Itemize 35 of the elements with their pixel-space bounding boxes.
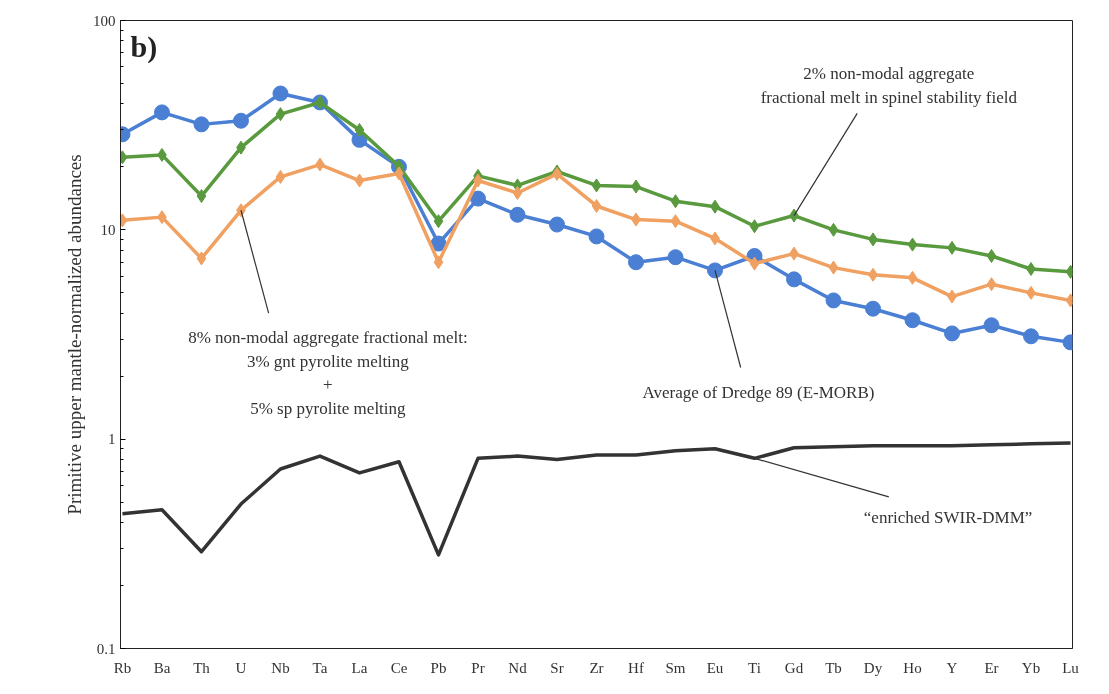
x-tick-label: Sm: [665, 659, 686, 676]
x-tick-label: Tb: [825, 659, 842, 676]
x-tick-label: Th: [193, 659, 211, 676]
x-tick-label: Zr: [589, 659, 604, 676]
x-tick-label: Sr: [550, 659, 564, 676]
y-axis-title: Primitive upper mantle-normalized abundances: [64, 154, 85, 515]
x-tick-label: Nb: [271, 659, 290, 676]
x-tick-label: Rb: [113, 659, 132, 676]
x-tick-label: Lu: [1062, 659, 1080, 676]
y-tick-label: 1: [108, 431, 116, 448]
x-tick-label: Er: [984, 659, 999, 676]
x-tick-label: Ta: [312, 659, 328, 676]
chart-title: b): [130, 29, 158, 64]
x-tick-label: Ce: [390, 659, 408, 676]
annotation: “enriched SWIR-DMM”: [863, 507, 1033, 527]
x-tick-label: Ba: [153, 659, 171, 676]
y-tick-label: 100: [93, 12, 116, 29]
annotation: Average of Dredge 89 (E-MORB): [642, 383, 875, 403]
x-tick-label: Nd: [508, 659, 528, 676]
x-tick-label: Ti: [748, 659, 761, 676]
x-tick-label: Gd: [784, 659, 804, 676]
annotation: 8% non-modal aggregate fractional melt: 3% gnt pyrolite melting + 5% sp pyrolite melting: [188, 327, 468, 419]
x-tick-label: Eu: [706, 659, 724, 676]
x-tick-label: Y: [946, 659, 958, 676]
x-tick-label: Dy: [863, 659, 883, 676]
x-tick-label: Yb: [1021, 659, 1041, 676]
y-tick-label: 0.1: [96, 640, 116, 657]
x-tick-label: Ho: [903, 659, 922, 676]
x-tick-label: Hf: [628, 659, 644, 676]
x-tick-label: Pr: [471, 659, 485, 676]
x-tick-label: Pb: [430, 659, 447, 676]
y-tick-label: 10: [100, 221, 116, 238]
x-tick-label: La: [351, 659, 368, 676]
annotation: 2% non-modal aggregate fractional melt in spinel stability field: [760, 63, 1018, 107]
x-tick-label: U: [235, 659, 247, 676]
